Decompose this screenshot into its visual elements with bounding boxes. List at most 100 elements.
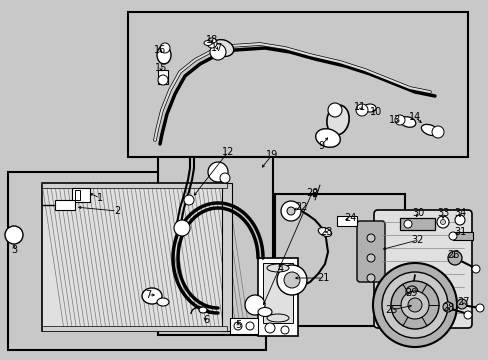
Ellipse shape bbox=[258, 307, 271, 316]
Circle shape bbox=[471, 265, 479, 273]
Text: 25: 25 bbox=[384, 305, 396, 315]
Circle shape bbox=[207, 162, 227, 182]
Circle shape bbox=[381, 272, 447, 338]
Bar bbox=[222, 183, 231, 331]
Text: 27: 27 bbox=[457, 297, 469, 307]
Text: 19: 19 bbox=[265, 150, 278, 160]
Circle shape bbox=[264, 323, 274, 333]
Ellipse shape bbox=[318, 228, 331, 237]
Text: 1: 1 bbox=[97, 193, 103, 203]
Circle shape bbox=[366, 254, 374, 262]
Ellipse shape bbox=[203, 40, 212, 45]
Bar bbox=[229, 318, 258, 334]
Circle shape bbox=[403, 220, 411, 228]
Text: 15: 15 bbox=[155, 63, 167, 73]
Bar bbox=[158, 70, 168, 84]
Circle shape bbox=[281, 326, 288, 334]
Text: 17: 17 bbox=[210, 43, 223, 53]
Bar bbox=[336, 216, 356, 226]
Circle shape bbox=[372, 263, 456, 347]
Circle shape bbox=[436, 216, 448, 228]
Text: 30: 30 bbox=[411, 208, 423, 218]
Circle shape bbox=[206, 38, 217, 48]
Circle shape bbox=[276, 265, 306, 295]
Ellipse shape bbox=[363, 104, 375, 112]
Text: 18: 18 bbox=[205, 35, 218, 45]
Text: 14: 14 bbox=[408, 112, 420, 122]
Text: 12: 12 bbox=[222, 147, 234, 157]
Text: 31: 31 bbox=[453, 227, 465, 237]
Circle shape bbox=[158, 75, 168, 85]
FancyBboxPatch shape bbox=[356, 221, 384, 282]
Circle shape bbox=[183, 195, 194, 205]
Circle shape bbox=[286, 207, 294, 215]
Bar bbox=[75, 190, 80, 200]
Bar bbox=[42, 326, 226, 331]
Text: 8: 8 bbox=[310, 189, 316, 199]
Text: 13: 13 bbox=[388, 115, 400, 125]
Circle shape bbox=[355, 104, 367, 116]
Circle shape bbox=[394, 115, 404, 125]
Bar bbox=[42, 183, 226, 188]
Text: 10: 10 bbox=[369, 107, 381, 117]
Circle shape bbox=[281, 201, 301, 221]
Circle shape bbox=[448, 232, 456, 240]
Text: 4: 4 bbox=[277, 264, 284, 274]
Circle shape bbox=[284, 272, 299, 288]
Circle shape bbox=[234, 322, 242, 330]
Text: 32: 32 bbox=[411, 235, 423, 245]
Ellipse shape bbox=[157, 46, 171, 64]
Bar bbox=[8, 172, 265, 350]
Text: 2: 2 bbox=[114, 206, 120, 216]
Circle shape bbox=[400, 291, 428, 319]
Circle shape bbox=[220, 173, 229, 183]
Circle shape bbox=[475, 304, 483, 312]
Text: 23: 23 bbox=[319, 227, 331, 237]
Ellipse shape bbox=[266, 264, 288, 272]
Text: 34: 34 bbox=[453, 208, 465, 218]
Ellipse shape bbox=[266, 314, 288, 322]
FancyBboxPatch shape bbox=[373, 210, 471, 328]
Text: 28: 28 bbox=[441, 303, 453, 313]
Text: 33: 33 bbox=[436, 208, 448, 218]
Bar bbox=[452, 232, 472, 240]
Ellipse shape bbox=[157, 298, 169, 306]
Circle shape bbox=[160, 43, 170, 53]
Circle shape bbox=[405, 286, 417, 298]
Ellipse shape bbox=[199, 307, 206, 313]
Text: 21: 21 bbox=[316, 273, 328, 283]
Circle shape bbox=[440, 220, 445, 225]
Circle shape bbox=[390, 281, 438, 329]
Text: 20: 20 bbox=[305, 188, 318, 198]
Circle shape bbox=[327, 103, 341, 117]
Circle shape bbox=[456, 299, 466, 309]
Bar bbox=[274, 194, 404, 326]
Bar bbox=[55, 200, 75, 210]
Text: 6: 6 bbox=[203, 315, 209, 325]
Circle shape bbox=[209, 44, 225, 60]
Text: 24: 24 bbox=[343, 213, 355, 223]
Circle shape bbox=[366, 274, 374, 282]
Bar bbox=[128, 12, 467, 157]
Bar bbox=[72, 188, 90, 202]
Circle shape bbox=[245, 322, 253, 330]
Text: 11: 11 bbox=[353, 102, 366, 112]
Text: 16: 16 bbox=[154, 45, 166, 55]
Circle shape bbox=[454, 215, 464, 225]
Bar bbox=[42, 183, 226, 331]
Text: 29: 29 bbox=[404, 288, 416, 298]
Bar bbox=[263, 263, 292, 323]
Bar bbox=[399, 218, 434, 230]
Ellipse shape bbox=[399, 117, 415, 127]
Bar bbox=[258, 258, 297, 336]
Text: 9: 9 bbox=[317, 141, 324, 151]
Ellipse shape bbox=[212, 40, 233, 57]
Circle shape bbox=[442, 302, 452, 312]
Circle shape bbox=[407, 298, 421, 312]
Bar bbox=[158, 157, 272, 335]
Text: 7: 7 bbox=[144, 290, 151, 300]
Circle shape bbox=[431, 126, 443, 138]
Text: 5: 5 bbox=[234, 320, 241, 330]
Ellipse shape bbox=[315, 129, 340, 147]
Text: 26: 26 bbox=[446, 250, 458, 260]
